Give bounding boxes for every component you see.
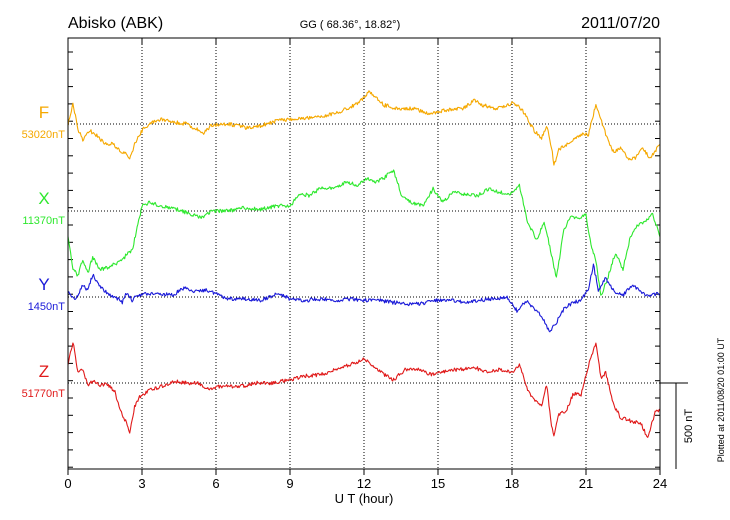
series-line-z	[67, 342, 661, 438]
series-baseline-f: 53020nT	[22, 129, 66, 141]
series-line-x	[67, 169, 661, 296]
x-tick-label: 0	[64, 476, 71, 491]
series-line-f	[67, 90, 661, 166]
station-title: Abisko (ABK)	[68, 15, 163, 32]
series-baseline-x: 11370nT	[22, 215, 65, 227]
x-tick-label: 3	[138, 476, 145, 491]
x-tick-label: 6	[212, 476, 219, 491]
series-z: Z 51770nT	[22, 342, 661, 438]
x-tick-label: 15	[431, 476, 445, 491]
x-tick-label: 12	[357, 476, 371, 491]
series-label-x: X	[38, 189, 49, 208]
x-tick-label: 21	[579, 476, 593, 491]
x-tick-label: 18	[505, 476, 519, 491]
station-coordinates: GG ( 68.36°, 18.82°)	[300, 19, 401, 31]
x-tick-label: 9	[286, 476, 293, 491]
series-baseline-z: 51770nT	[22, 388, 66, 400]
scale-bar: 500 nT	[660, 382, 695, 469]
series-layer: F 53020nT X 11370nT Y 1450nT Z 51770nT	[22, 90, 661, 438]
series-x: X 11370nT	[22, 169, 661, 296]
series-line-y	[67, 263, 661, 333]
series-baseline-y: 1450nT	[28, 301, 66, 313]
x-tick-label: 24	[653, 476, 667, 491]
series-label-f: F	[39, 103, 49, 122]
plotted-timestamp: Plotted at 2011/08/20 01:00 UT	[716, 337, 726, 462]
series-f: F 53020nT	[22, 90, 661, 166]
x-axis: 0 3 6 9 12 15 18 21 24	[64, 38, 667, 491]
date-label: 2011/07/20	[581, 15, 660, 32]
series-label-z: Z	[39, 362, 49, 381]
grid	[68, 38, 660, 469]
scale-bar-label: 500 nT	[683, 409, 695, 444]
x-axis-label: U T (hour)	[335, 491, 394, 506]
series-y: Y 1450nT	[28, 263, 661, 333]
series-label-y: Y	[38, 275, 49, 294]
